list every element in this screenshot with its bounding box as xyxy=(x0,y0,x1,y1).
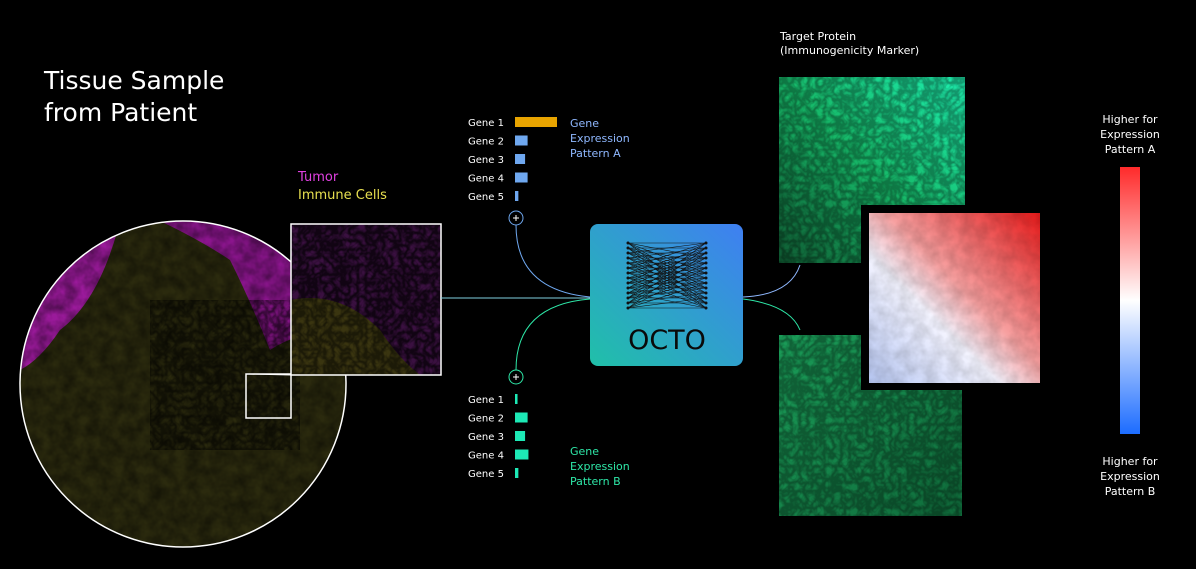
title-line: Tissue Sample xyxy=(43,66,224,95)
net-node xyxy=(626,296,630,300)
zoom-line xyxy=(245,373,292,376)
gene-label: Gene 5 xyxy=(468,469,504,480)
gene-bar xyxy=(515,117,557,127)
net-node xyxy=(626,291,630,295)
net-node xyxy=(626,261,630,265)
net-edge xyxy=(627,257,707,299)
net-node xyxy=(704,281,708,285)
net-node xyxy=(704,286,708,290)
net-node xyxy=(626,241,630,245)
net-edge xyxy=(627,247,707,304)
gene-bar xyxy=(515,431,526,441)
pattern-label: Expression xyxy=(570,460,630,473)
net-edge xyxy=(627,242,707,284)
model-name: OCTO xyxy=(628,325,706,356)
net-node xyxy=(704,261,708,265)
target-title: (Immunogenicity Marker) xyxy=(780,44,919,57)
legend-tumor: Tumor xyxy=(297,170,339,185)
net-edge xyxy=(627,252,707,294)
pattern-label: Gene xyxy=(570,445,599,458)
net-edge xyxy=(627,247,707,289)
net-node xyxy=(704,271,708,275)
gene-bar xyxy=(515,172,528,183)
circle-outline xyxy=(19,220,347,548)
pattern-label: Pattern A xyxy=(570,147,621,160)
net-node xyxy=(704,246,708,250)
gene-label: Gene 3 xyxy=(468,432,504,443)
net-node xyxy=(704,306,708,310)
net-edge xyxy=(627,292,707,309)
net-edge xyxy=(627,242,707,259)
net-node xyxy=(704,276,708,280)
gene-bar xyxy=(515,394,518,404)
gene-bar xyxy=(515,135,528,146)
colorbar-label: Higher for xyxy=(1102,113,1158,126)
colorbar xyxy=(1120,167,1140,434)
net-node xyxy=(626,271,630,275)
net-edge xyxy=(627,282,707,309)
target-title: Target Protein xyxy=(779,30,856,43)
model-box: OCTO xyxy=(590,224,743,366)
net-edge xyxy=(627,252,707,309)
gene-bar xyxy=(515,449,529,460)
gene-bar xyxy=(515,154,526,164)
inset xyxy=(290,223,442,376)
pattern-label: Gene xyxy=(570,117,599,130)
net-edge xyxy=(627,262,707,304)
net-edge xyxy=(627,297,707,309)
net-node xyxy=(704,301,708,305)
colorbar-label: Pattern A xyxy=(1105,143,1156,156)
net-node xyxy=(626,286,630,290)
net-node xyxy=(626,301,630,305)
net-node xyxy=(704,266,708,270)
net-node xyxy=(626,276,630,280)
gene-bar xyxy=(515,468,519,478)
gene-bar xyxy=(515,191,519,201)
colorbar-label: Higher for xyxy=(1102,455,1158,468)
gene-label: Gene 2 xyxy=(468,414,504,425)
protein-images xyxy=(779,77,1048,516)
net-node xyxy=(626,251,630,255)
gene-lists: Gene 1 Gene 2 Gene 3 Gene 4 Gene 5 Gene Expres… xyxy=(468,117,630,488)
colorbar-labels: Higher for Expression Pattern A Higher for E… xyxy=(1100,113,1160,498)
colorbar-label: Expression xyxy=(1100,470,1160,483)
gene-label: Gene 4 xyxy=(468,174,504,185)
gene-label: Gene 3 xyxy=(468,155,504,166)
connectors xyxy=(441,210,801,385)
gene-label: Gene 2 xyxy=(468,137,504,148)
net-node xyxy=(704,256,708,260)
gene-label: Gene 4 xyxy=(468,451,504,462)
net-node xyxy=(704,296,708,300)
gene-bar xyxy=(515,412,528,423)
legend-immune: Immune Cells xyxy=(298,188,387,203)
header: Tissue Sample from Patient xyxy=(43,66,224,127)
colorbar-label: Expression xyxy=(1100,128,1160,141)
net-node xyxy=(704,291,708,295)
net-node xyxy=(626,246,630,250)
net-node xyxy=(626,266,630,270)
net-node xyxy=(626,281,630,285)
net-node xyxy=(704,251,708,255)
gene-label: Gene 5 xyxy=(468,192,504,203)
net-node xyxy=(626,306,630,310)
gene-label: Gene 1 xyxy=(468,395,504,406)
net-edge xyxy=(627,267,707,309)
colorbar-label: Pattern B xyxy=(1105,485,1156,498)
net-edge xyxy=(627,242,707,299)
net-edge xyxy=(627,242,707,254)
title-line: from Patient xyxy=(44,98,197,127)
pattern-label: Pattern B xyxy=(570,475,621,488)
pattern-label: Expression xyxy=(570,132,630,145)
gene-label: Gene 1 xyxy=(468,118,504,129)
net-node xyxy=(704,241,708,245)
net-edge xyxy=(627,242,707,269)
net-node xyxy=(626,256,630,260)
